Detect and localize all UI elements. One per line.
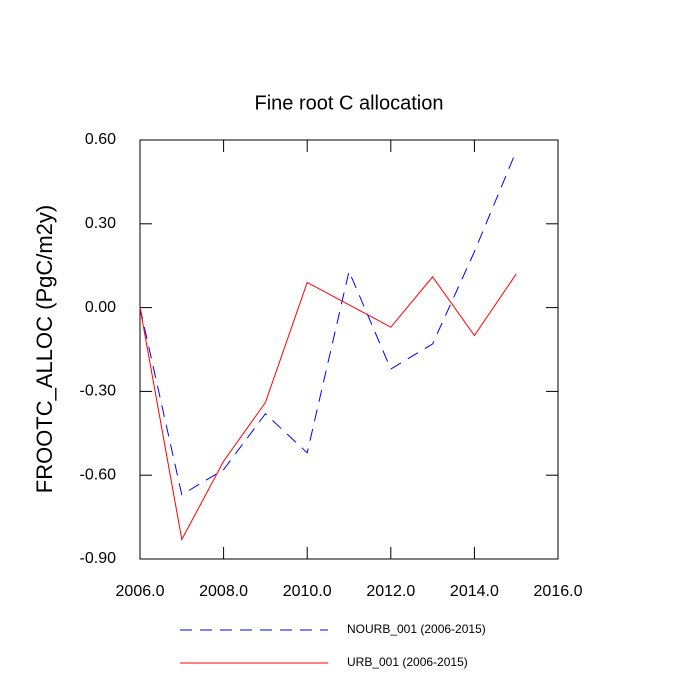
series-line	[139, 273, 517, 541]
x-tick-label: 2008.0	[199, 583, 248, 600]
y-tick-label: 0.30	[85, 215, 116, 232]
x-tick-label: 2006.0	[116, 583, 165, 600]
legend-label: NOURB_001 (2006-2015)	[347, 622, 486, 636]
y-tick-label: -0.90	[80, 550, 117, 567]
y-tick-label: -0.60	[80, 466, 117, 483]
series-line	[139, 150, 517, 496]
x-tick-label: 2010.0	[283, 583, 332, 600]
x-tick-label: 2012.0	[366, 583, 415, 600]
x-tick-label: 2016.0	[534, 583, 583, 600]
y-axis-label: FROOTC_ALLOC (PgC/m2y)	[32, 205, 57, 494]
x-tick-label: 2014.0	[450, 583, 499, 600]
y-tick-label: 0.00	[85, 299, 116, 316]
y-tick-label: 0.60	[85, 131, 116, 148]
y-tick-label: -0.30	[80, 383, 117, 400]
plot-frame	[139, 139, 559, 560]
chart-title: Fine root C allocation	[255, 92, 444, 114]
legend-label: URB_001 (2006-2015)	[347, 655, 468, 669]
